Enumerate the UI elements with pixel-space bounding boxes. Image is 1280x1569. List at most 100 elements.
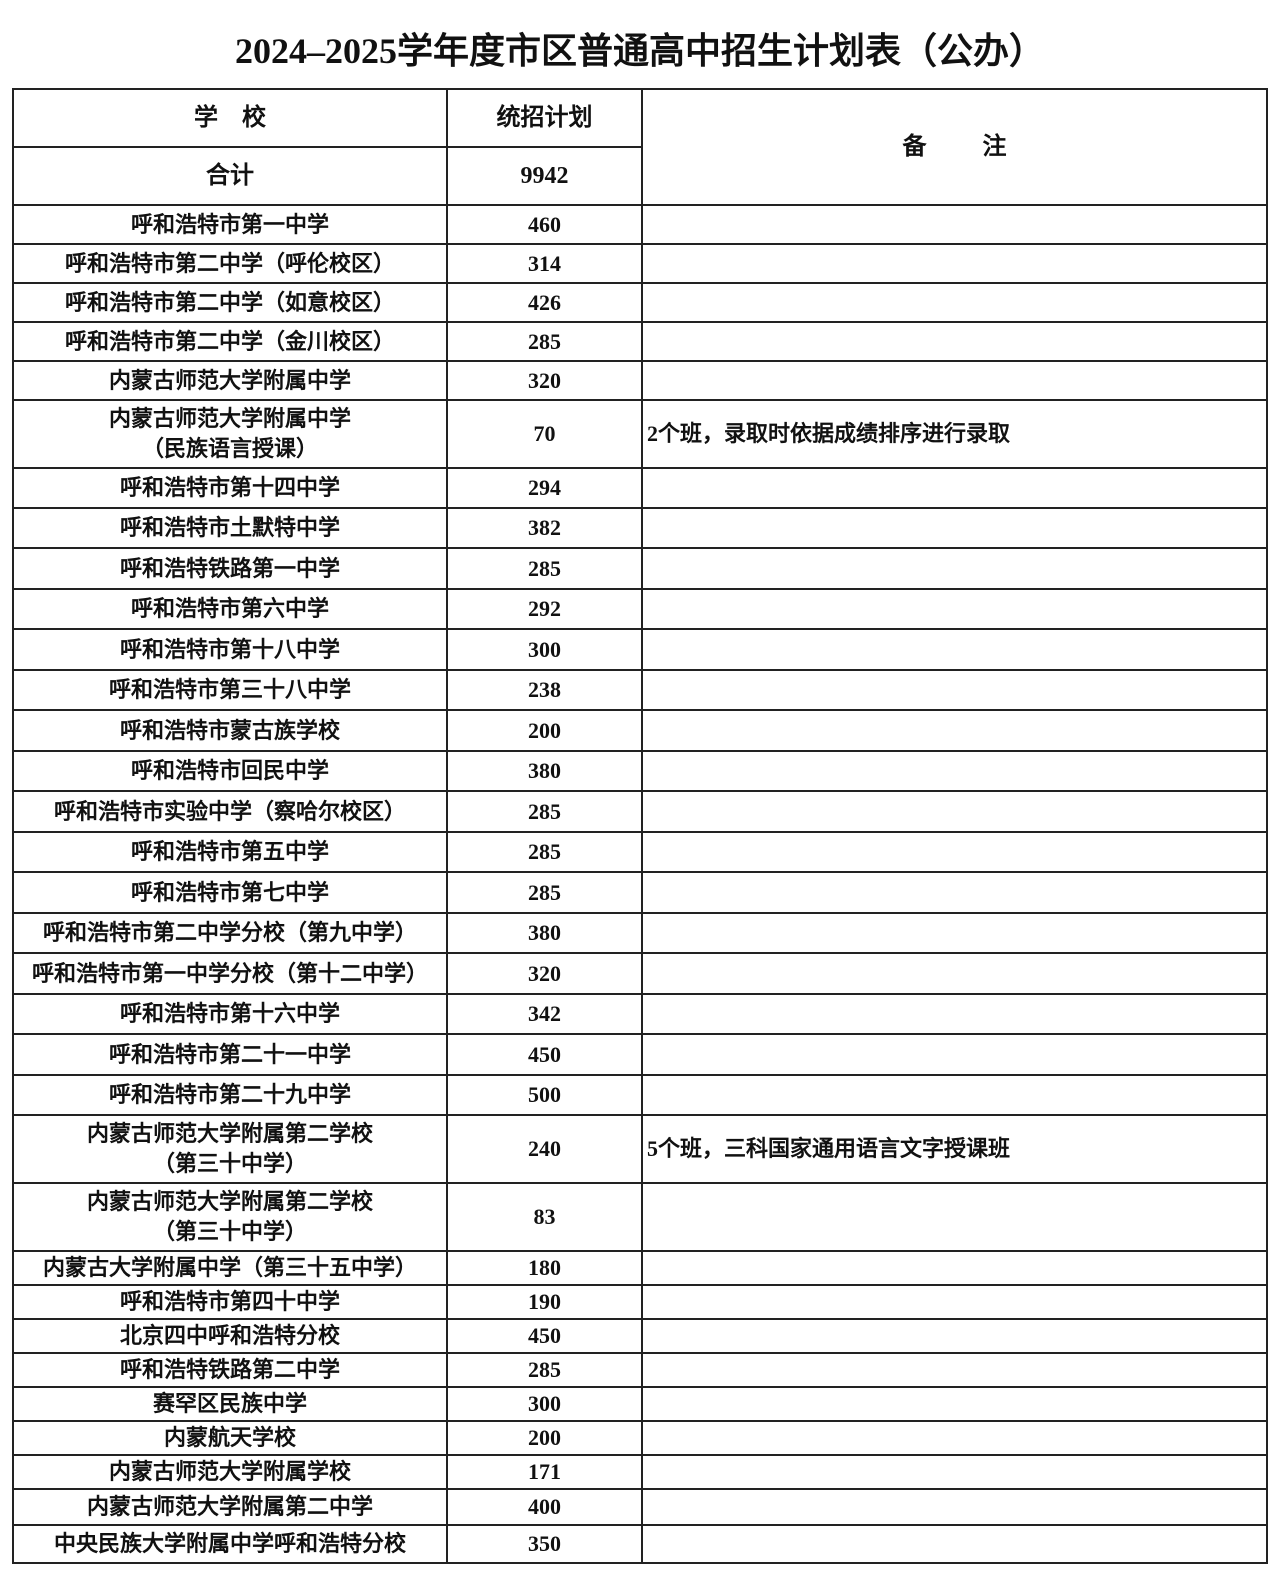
- remark-cell: [641, 507, 1268, 549]
- school-name-line: 呼和浩特市第二中学分校（第九中学）: [42, 920, 417, 945]
- table-row: 内蒙古师范大学附属第二学校 （第三十中学） 240 5个班，三科国家通用语言文字授课班: [12, 1114, 1268, 1184]
- school-cell: 呼和浩特市第二中学（金川校区）: [12, 321, 448, 362]
- school-name-line: （民族语言授课）: [141, 436, 318, 461]
- remark-cell: [641, 282, 1268, 323]
- school-cell: 呼和浩特市实验中学（察哈尔校区）: [12, 790, 448, 833]
- school-cell: 内蒙古师范大学附属学校: [12, 1454, 448, 1490]
- school-name-line: 呼和浩特市回民中学: [130, 758, 329, 783]
- header-row: 学 校 统招计划 备注: [12, 88, 1268, 206]
- plan-cell: 320: [446, 360, 643, 401]
- school-cell: 呼和浩特市第十四中学: [12, 467, 448, 509]
- table-row: 呼和浩特市实验中学（察哈尔校区） 285: [12, 790, 1268, 833]
- school-cell: 中央民族大学附属中学呼和浩特分校: [12, 1524, 448, 1564]
- table-row: 呼和浩特市第二中学分校（第九中学） 380: [12, 912, 1268, 954]
- school-cell: 内蒙古大学附属中学（第三十五中学）: [12, 1250, 448, 1286]
- plan-cell: 240: [446, 1114, 643, 1184]
- plan-cell: 382: [446, 507, 643, 549]
- school-cell: 内蒙古师范大学附属中学 （民族语言授课）: [12, 399, 448, 469]
- remark-cell: [641, 547, 1268, 590]
- school-cell: 内蒙航天学校: [12, 1420, 448, 1456]
- table-row: 中央民族大学附属中学呼和浩特分校 350: [12, 1524, 1268, 1564]
- school-name-line: 内蒙古师范大学附属中学: [108, 367, 351, 393]
- school-name-line: 内蒙古师范大学附属中学: [108, 406, 351, 431]
- table-row: 呼和浩特市第二中学（呼伦校区） 314: [12, 243, 1268, 284]
- table-row: 呼和浩特市第二中学（金川校区） 285: [12, 321, 1268, 362]
- table-row: 呼和浩特市第六中学 292: [12, 588, 1268, 630]
- table-row: 北京四中呼和浩特分校 450: [12, 1318, 1268, 1354]
- table-row: 呼和浩特市第五中学 285: [12, 831, 1268, 873]
- plan-cell: 285: [446, 321, 643, 362]
- school-cell: 呼和浩特市回民中学: [12, 750, 448, 792]
- school-name-line: 呼和浩特市第四十中学: [119, 1289, 340, 1314]
- page-title: 2024–2025学年度市区普通高中招生计划表（公办）: [234, 31, 1045, 71]
- remark-cell: [641, 1182, 1268, 1252]
- plan-cell: 300: [446, 1386, 643, 1422]
- plan-cell: 450: [446, 1033, 643, 1076]
- table-row: 呼和浩特市土默特中学 382: [12, 507, 1268, 549]
- table-row: 内蒙古师范大学附属中学 （民族语言授课） 70 2个班，录取时依据成绩排序进行录取: [12, 399, 1268, 469]
- table-row: 内蒙古师范大学附属第二学校 （第三十中学） 83: [12, 1182, 1268, 1252]
- enrollment-plan-table: 学 校 统招计划 备注 合计 9942 呼和浩特市第一中学 460 呼和浩特市第二中…: [12, 88, 1268, 1564]
- remark-cell: [641, 1074, 1268, 1116]
- plan-cell: 200: [446, 1420, 643, 1456]
- school-cell: 呼和浩特市第三十八中学: [12, 669, 448, 711]
- school-cell: 呼和浩特市第二中学分校（第九中学）: [12, 912, 448, 954]
- school-cell: 呼和浩特市第二中学（如意校区）: [12, 282, 448, 323]
- school-name-line: 内蒙古师范大学附属第二学校: [86, 1121, 373, 1146]
- school-name-line: 内蒙古大学附属中学（第三十五中学）: [42, 1255, 417, 1280]
- school-name-line: 呼和浩特市第一中学分校（第十二中学）: [31, 960, 428, 986]
- table-row: 呼和浩特市蒙古族学校 200: [12, 709, 1268, 752]
- school-name-line: 呼和浩特市实验中学（察哈尔校区）: [53, 798, 406, 824]
- table-row: 呼和浩特市第一中学分校（第十二中学） 320: [12, 952, 1268, 995]
- school-name-line: 北京四中呼和浩特分校: [119, 1323, 340, 1348]
- table-row: 呼和浩特市第二中学（如意校区） 426: [12, 282, 1268, 323]
- remark-cell: [641, 1033, 1268, 1076]
- plan-cell: 314: [446, 243, 643, 284]
- table-row: 呼和浩特市第二十九中学 500: [12, 1074, 1268, 1116]
- table-row: 呼和浩特铁路第二中学 285: [12, 1352, 1268, 1388]
- plan-cell: 83: [446, 1182, 643, 1252]
- plan-cell: 171: [446, 1454, 643, 1490]
- school-cell: 呼和浩特市第二十一中学: [12, 1033, 448, 1076]
- school-cell: 呼和浩特市第十八中学: [12, 628, 448, 671]
- school-name-line: 内蒙航天学校: [163, 1425, 296, 1450]
- school-name-line: （第三十中学）: [152, 1151, 307, 1176]
- plan-cell: 285: [446, 547, 643, 590]
- school-cell: 呼和浩特市第五中学: [12, 831, 448, 873]
- remark-cell: [641, 1318, 1268, 1354]
- table-row: 呼和浩特市回民中学 380: [12, 750, 1268, 792]
- plan-cell: 350: [446, 1524, 643, 1564]
- school-cell: 内蒙古师范大学附属第二中学: [12, 1488, 448, 1526]
- remark-cell: [641, 750, 1268, 792]
- school-cell: 赛罕区民族中学: [12, 1386, 448, 1422]
- school-cell: 呼和浩特铁路第二中学: [12, 1352, 448, 1388]
- school-name-line: 呼和浩特铁路第一中学: [119, 555, 340, 581]
- school-name-line: 呼和浩特市第一中学: [130, 211, 329, 237]
- table-row: 内蒙古师范大学附属中学 320: [12, 360, 1268, 401]
- table-row: 呼和浩特市第十六中学 342: [12, 993, 1268, 1035]
- header-remark: 备注: [641, 88, 1268, 206]
- remark-cell: [641, 360, 1268, 401]
- remark-cell: [641, 669, 1268, 711]
- table-row: 呼和浩特铁路第一中学 285: [12, 547, 1268, 590]
- school-name-line: 呼和浩特市第五中学: [130, 839, 329, 864]
- plan-cell: 285: [446, 831, 643, 873]
- table-row: 呼和浩特市第一中学 460: [12, 204, 1268, 245]
- school-name-line: 中央民族大学附属中学呼和浩特分校: [53, 1531, 406, 1556]
- total-value: 9942: [446, 146, 643, 206]
- remark-cell: [641, 588, 1268, 630]
- plan-cell: 190: [446, 1284, 643, 1320]
- school-name-line: 内蒙古师范大学附属第二中学: [86, 1494, 373, 1519]
- total-row: 合计 9942: [12, 146, 1267, 206]
- plan-cell: 342: [446, 993, 643, 1035]
- school-cell: 北京四中呼和浩特分校: [12, 1318, 448, 1354]
- header-school: 学 校: [12, 88, 448, 148]
- school-cell: 呼和浩特市第四十中学: [12, 1284, 448, 1320]
- remark-cell: [641, 1488, 1268, 1526]
- table-row: 呼和浩特市第十四中学 294: [12, 467, 1268, 509]
- plan-cell: 292: [446, 588, 643, 630]
- school-name-line: （第三十中学）: [152, 1219, 307, 1244]
- school-cell: 内蒙古师范大学附属第二学校 （第三十中学）: [12, 1114, 448, 1184]
- table-row: 呼和浩特市第二十一中学 450: [12, 1033, 1268, 1076]
- plan-cell: 285: [446, 871, 643, 914]
